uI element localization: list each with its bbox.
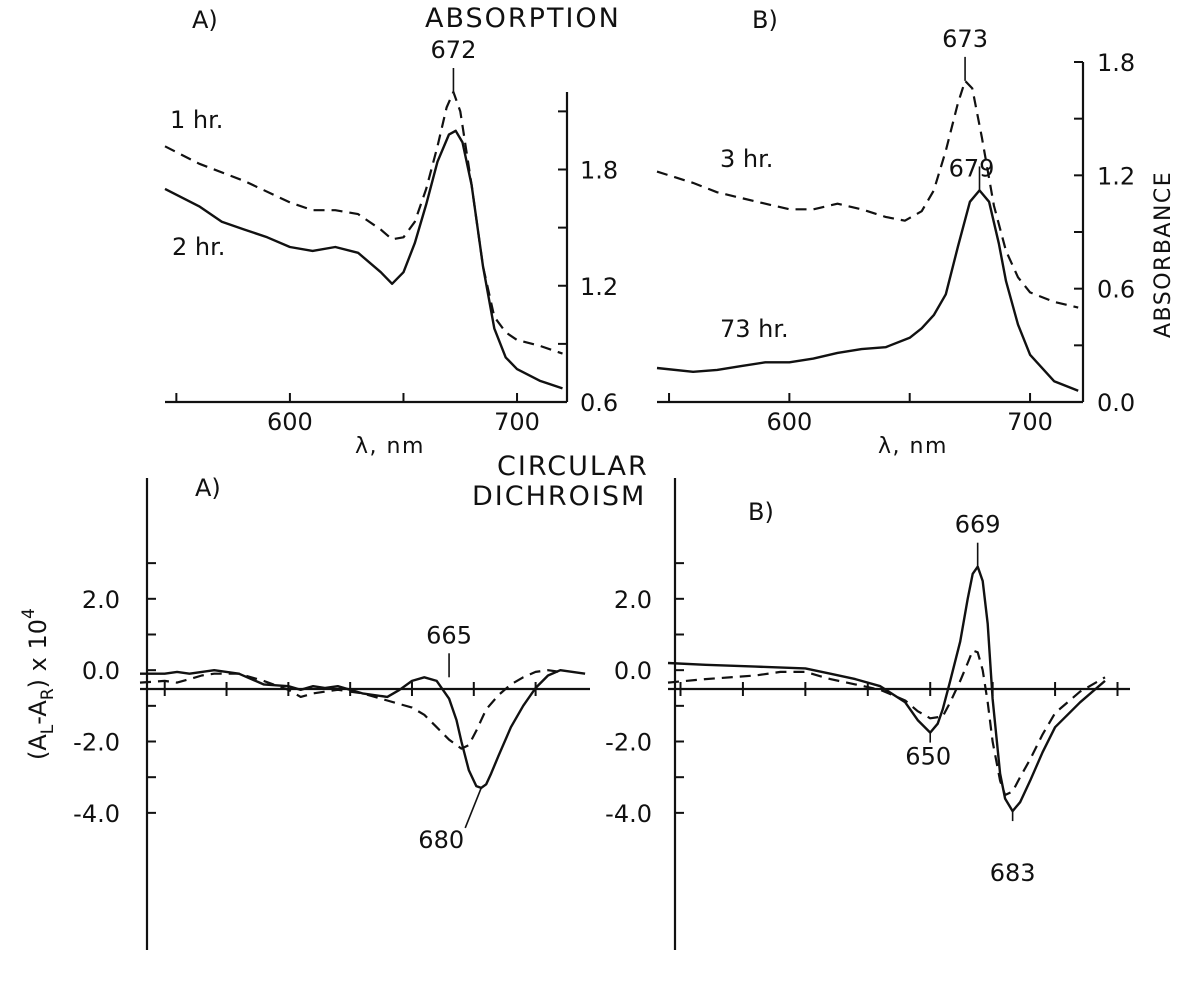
x-tick-label: 600	[766, 408, 812, 436]
series-line-solid	[667, 565, 1106, 813]
y-tick-label: 1.2	[1097, 162, 1135, 190]
peak-label: 665	[426, 621, 472, 649]
y-tick-label: -4.0	[73, 800, 120, 828]
x-tick-label: 600	[267, 408, 313, 436]
y-tick-label: 2.0	[614, 586, 652, 614]
x-tick-label: 700	[1007, 408, 1053, 436]
panel-a-label: A)	[192, 6, 218, 34]
y-axis-label-absorbance: ABSORBANCE	[1151, 171, 1176, 338]
y-tick-label: 0.6	[580, 389, 618, 417]
series-line-dashed	[164, 90, 563, 355]
absorption-heading: ABSORPTION	[425, 3, 621, 34]
cd-heading-line1: CIRCULAR	[497, 451, 649, 482]
y-tick-label: 0.0	[1097, 389, 1135, 417]
x-tick-label: 700	[494, 408, 540, 436]
x-axis-label-b: λ, nm	[878, 434, 948, 459]
y-axis-label-cd: (AL-AR) x 104	[19, 608, 58, 760]
y-tick-label: 0.0	[614, 657, 652, 685]
y-tick-label: -2.0	[73, 729, 120, 757]
peak-leader	[464, 787, 482, 829]
series-line-solid	[164, 129, 563, 390]
peak-label: 650	[905, 743, 951, 771]
series-line-dashed	[667, 649, 1106, 797]
cd-panel-b: 2.0 0.0 -2.0 -4.0 669 650 683	[605, 478, 1130, 950]
peak-label: 683	[990, 859, 1036, 887]
peak-label: 680	[418, 826, 464, 854]
y-tick-label: 1.8	[580, 157, 618, 185]
y-tick-label: 1.8	[1097, 49, 1135, 77]
series-label-3hr: 3 hr.	[720, 145, 773, 173]
y-tick-label: -2.0	[605, 729, 652, 757]
absorption-panel-b: 600 700 0.0 0.6 1.2 1.8 673 679	[656, 25, 1135, 436]
y-tick-label: 0.0	[82, 657, 120, 685]
series-label-73hr: 73 hr.	[720, 315, 789, 343]
peak-label: 673	[942, 25, 988, 53]
svg-text:(AL-AR) x 104: (AL-AR) x 104	[19, 608, 58, 760]
y-tick-label: 2.0	[82, 586, 120, 614]
series-line-solid	[656, 189, 1079, 392]
absorption-panel-a: 600 700 0.6 1.2 1.8 672	[164, 36, 618, 436]
cd-panel-b-label: B)	[748, 498, 774, 526]
y-tick-label: 1.2	[580, 273, 618, 301]
peak-label: 669	[955, 511, 1001, 539]
cd-heading-line2: DICHROISM	[472, 481, 646, 512]
y-tick-label: 0.6	[1097, 276, 1135, 304]
series-line-dashed	[139, 669, 561, 750]
peak-label: 672	[431, 36, 477, 64]
cd-panel-a: 2.0 0.0 -2.0 -4.0 665 680	[73, 478, 590, 950]
panel-b-label: B)	[752, 6, 778, 34]
series-label-1hr: 1 hr.	[170, 106, 223, 134]
peak-label: 679	[949, 154, 995, 182]
cd-panel-a-label: A)	[195, 474, 221, 502]
series-label-2hr: 2 hr.	[172, 233, 225, 261]
series-line-dashed	[656, 79, 1079, 309]
series-line-solid	[140, 669, 586, 790]
x-axis-label-a: λ, nm	[355, 434, 425, 459]
y-tick-label: -4.0	[605, 800, 652, 828]
